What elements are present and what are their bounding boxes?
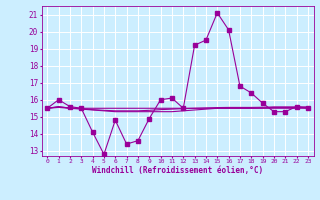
X-axis label: Windchill (Refroidissement éolien,°C): Windchill (Refroidissement éolien,°C): [92, 166, 263, 175]
